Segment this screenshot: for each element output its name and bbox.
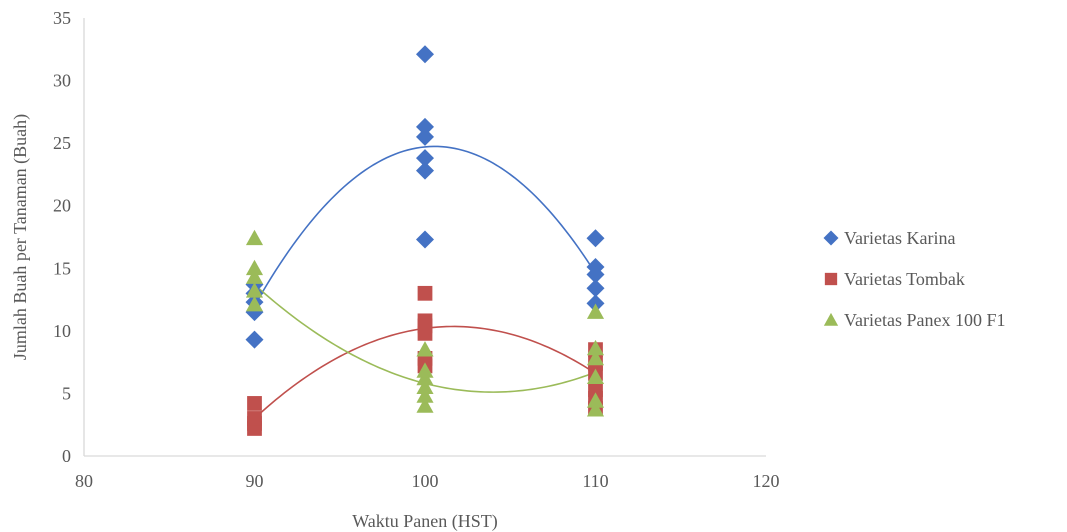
y-tick-label: 5 [62,383,71,403]
data-point-varietas-panex-100-f1 [416,378,434,395]
y-tick-label: 20 [53,196,71,216]
y-tick-label: 15 [53,258,71,278]
legend: Varietas Karina Varietas Tombak Varietas P… [823,228,1005,330]
x-tick-label: 100 [412,471,439,491]
data-point-varietas-panex-100-f1 [586,303,605,319]
data-point-varietas-karina [416,230,434,249]
data-point-varietas-karina [416,45,434,64]
data-point-varietas-tombak [417,313,433,329]
x-tick-label: 90 [246,471,264,491]
data-point-varietas-panex-100-f1 [416,387,434,403]
data-point-varietas-tombak [247,396,262,411]
data-point-varietas-karina [586,294,605,313]
data-point-varietas-tombak [588,382,603,398]
x-tick-label: 110 [582,471,608,491]
data-point-varietas-panex-100-f1 [586,368,605,384]
data-point-varietas-panex-100-f1 [586,349,605,366]
legend-label-varietas-karina: Varietas Karina [844,228,955,248]
legend-marker-varietas-panex-100-f1 [823,312,839,326]
x-axis-title: Waktu Panen (HST) [352,511,498,532]
legend-marker-varietas-karina [823,230,839,246]
data-point-varietas-karina [416,117,434,136]
data-point-varietas-karina [416,161,434,180]
data-point-varietas-karina [586,229,605,248]
data-point-varietas-tombak [247,411,262,426]
data-point-varietas-panex-100-f1 [245,259,264,276]
axes [83,18,766,457]
data-points [245,45,605,436]
data-point-varietas-panex-100-f1 [416,362,434,378]
legend-label-varietas-tombak: Varietas Tombak [844,269,965,289]
y-tick-label: 35 [53,8,71,28]
y-tick-label: 10 [53,321,71,341]
data-point-varietas-karina [245,330,264,349]
y-tick-label: 25 [53,133,71,153]
data-point-varietas-karina [416,127,434,146]
y-axis-title: Jumlah Buah per Tanaman (Buah) [10,114,31,360]
data-point-varietas-panex-100-f1 [245,296,264,312]
data-point-varietas-panex-100-f1 [586,392,605,408]
data-point-varietas-panex-100-f1 [245,268,264,284]
data-point-varietas-panex-100-f1 [416,341,434,357]
y-tick-label: 0 [62,446,71,466]
y-tick-label: 30 [53,71,71,91]
x-tick-label: 80 [75,471,93,491]
data-point-varietas-panex-100-f1 [245,229,264,246]
x-tick-label: 120 [753,471,780,491]
legend-marker-varietas-tombak [824,272,838,286]
data-point-varietas-panex-100-f1 [586,339,605,356]
tick-labels: 80 90 100 110 120 0 5 10 15 20 25 30 35 [53,8,780,491]
data-point-varietas-karina [586,279,605,298]
trendline-varietas-karina [253,145,597,307]
data-point-varietas-karina [586,258,605,277]
data-point-varietas-panex-100-f1 [245,282,264,298]
data-point-varietas-tombak [417,285,433,301]
legend-label-varietas-panex-100-f1: Varietas Panex 100 F1 [844,310,1005,330]
data-point-varietas-panex-100-f1 [586,401,605,417]
data-point-varietas-panex-100-f1 [416,397,434,413]
data-point-varietas-karina [416,149,434,168]
